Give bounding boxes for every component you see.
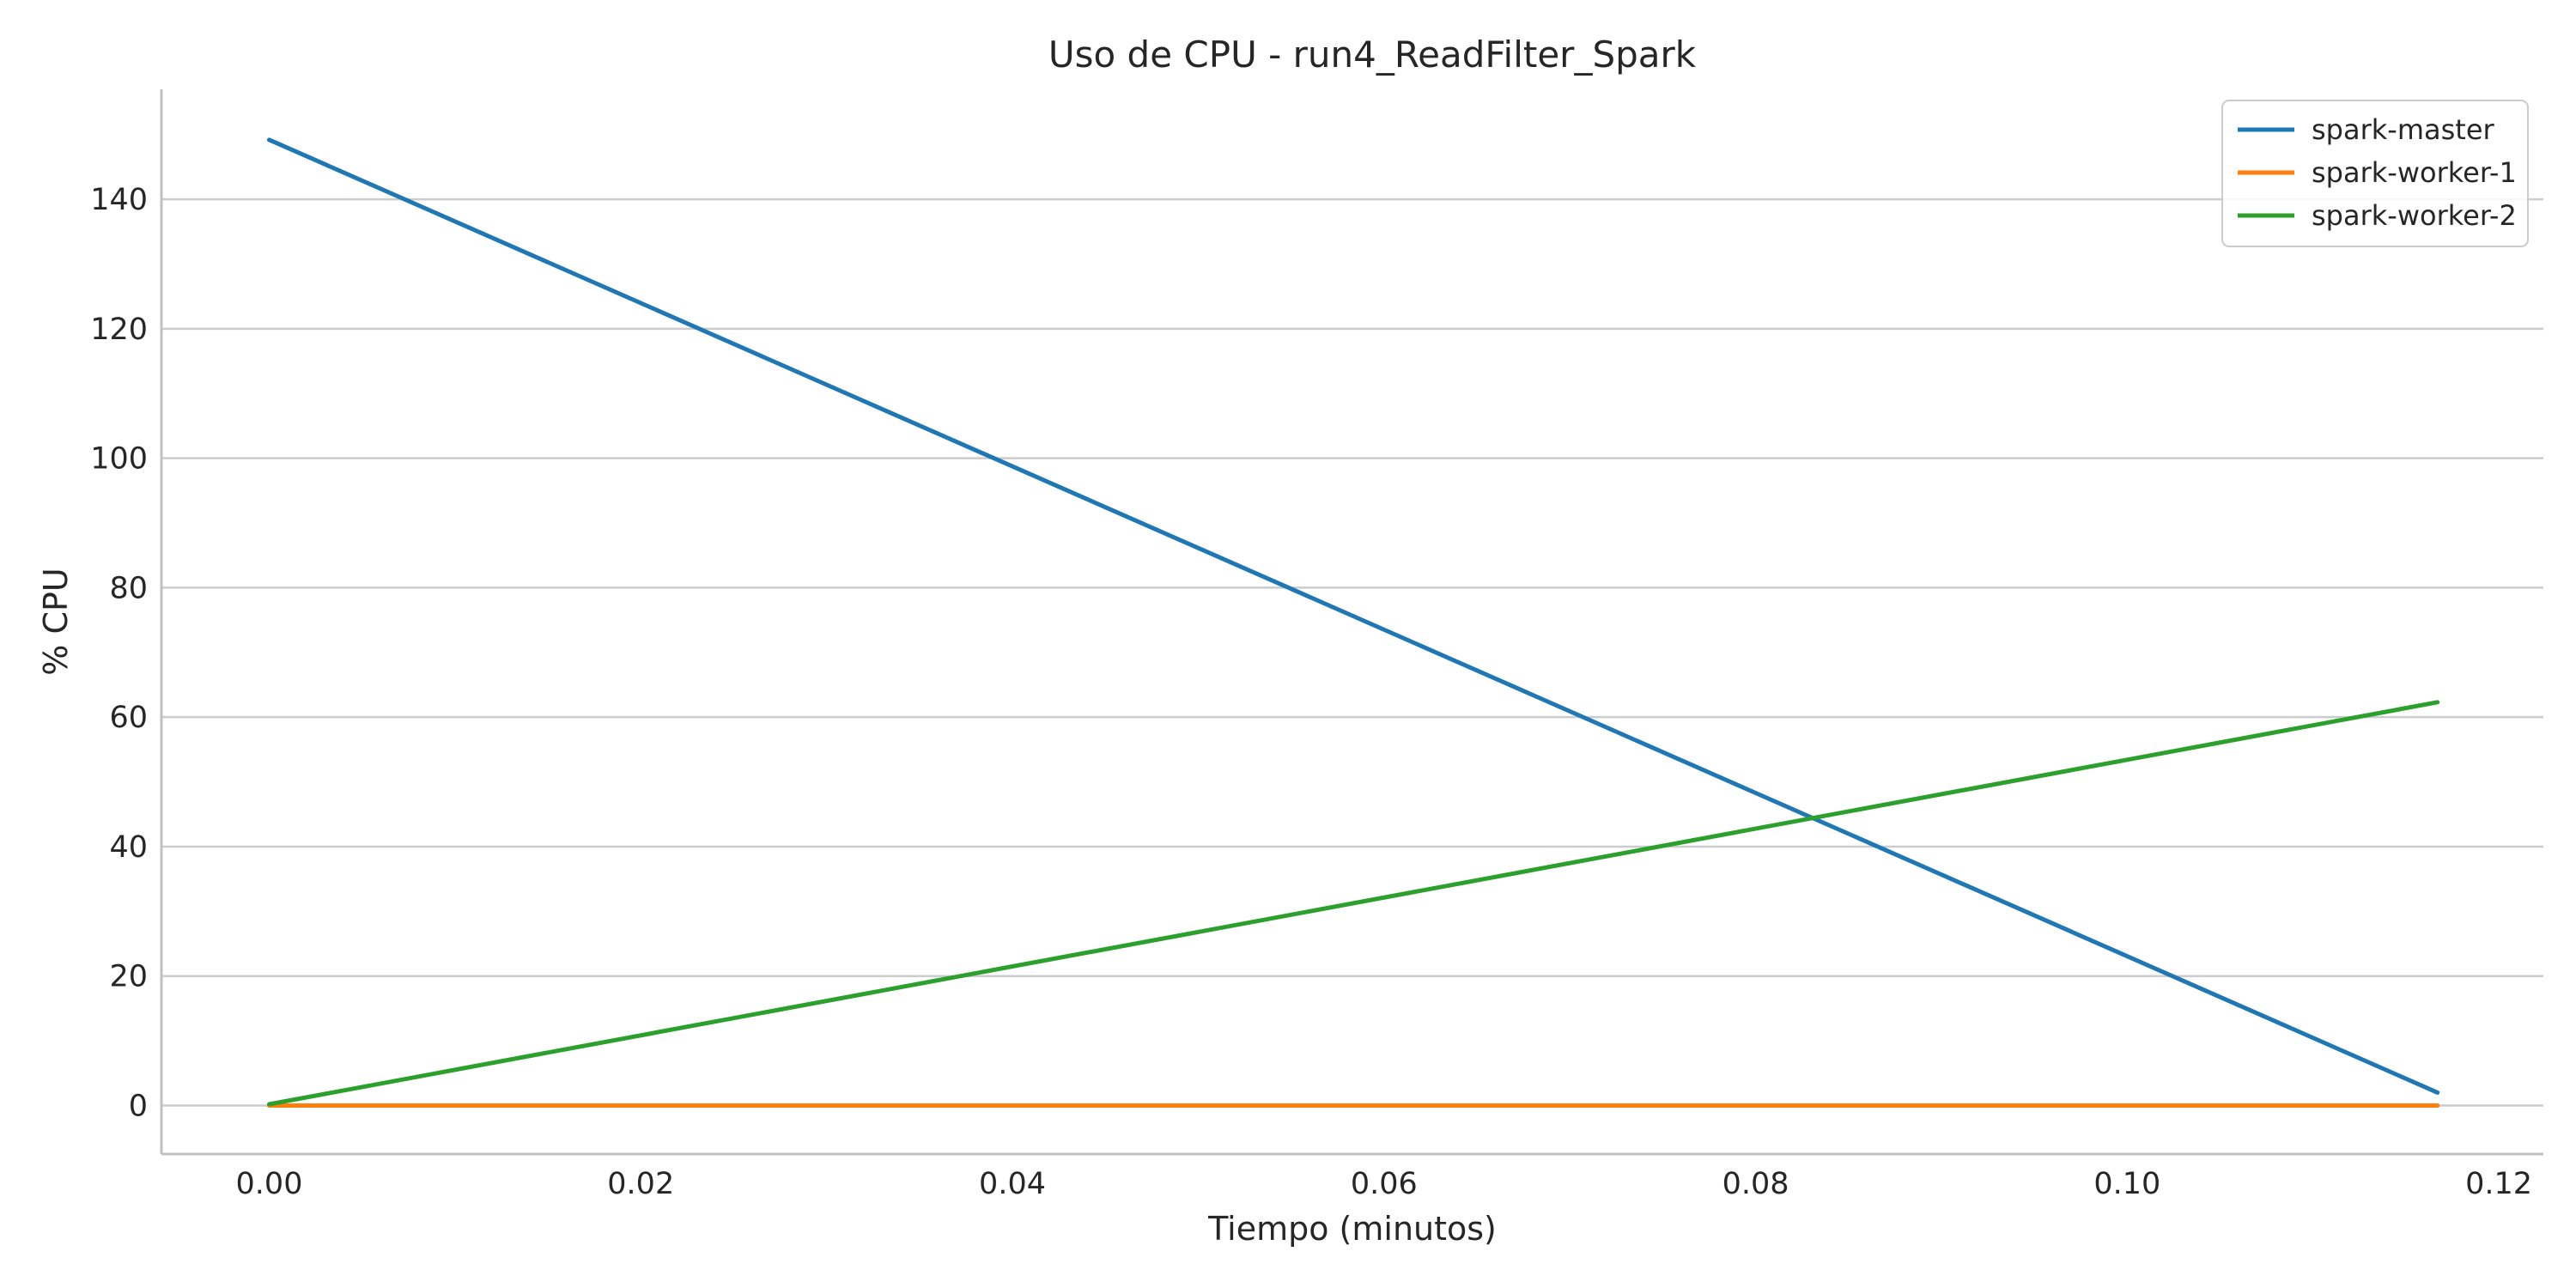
y-tick-label: 20 xyxy=(109,960,148,994)
y-axis-label: % CPU xyxy=(37,568,75,675)
legend-frame xyxy=(2221,100,2529,247)
y-tick-label: 60 xyxy=(109,701,148,735)
series-line-spark-master xyxy=(267,137,2440,1095)
legend-items: spark-master spark-worker-1 spark-worker-2 xyxy=(2238,113,2517,232)
y-tick-label: 0 xyxy=(129,1089,148,1123)
x-tick-label: 0.10 xyxy=(2093,1167,2160,1201)
chart-title: Uso de CPU - run4_ReadFilter_Spark xyxy=(1048,33,1697,76)
series-line-spark-worker-2 xyxy=(267,700,2440,1107)
y-tick-label: 40 xyxy=(109,830,148,865)
x-tick-label: 0.08 xyxy=(1722,1167,1789,1201)
legend-label: spark-worker-2 xyxy=(2312,199,2517,232)
x-tick-label: 0.04 xyxy=(979,1167,1046,1201)
x-axis-ticks: 0.00 0.02 0.04 0.06 0.08 0.10 0.12 xyxy=(236,1167,2533,1201)
y-tick-label: 100 xyxy=(90,442,148,477)
y-tick-label: 140 xyxy=(90,183,148,217)
x-tick-label: 0.02 xyxy=(607,1167,674,1201)
y-tick-label: 120 xyxy=(90,313,148,347)
y-tick-label: 80 xyxy=(109,571,148,605)
legend-label: spark-worker-1 xyxy=(2312,156,2517,189)
legend: spark-master spark-worker-1 spark-worker-2 xyxy=(2221,100,2529,247)
x-axis-label: Tiempo (minutos) xyxy=(1207,1210,1497,1248)
x-tick-label: 0.06 xyxy=(1351,1167,1418,1201)
x-tick-label: 0.12 xyxy=(2465,1167,2532,1201)
series-lines xyxy=(267,137,2440,1108)
y-axis-ticks: 0 20 40 60 80 100 120 140 xyxy=(90,183,148,1123)
x-tick-label: 0.00 xyxy=(236,1167,303,1201)
legend-label: spark-master xyxy=(2312,113,2495,146)
